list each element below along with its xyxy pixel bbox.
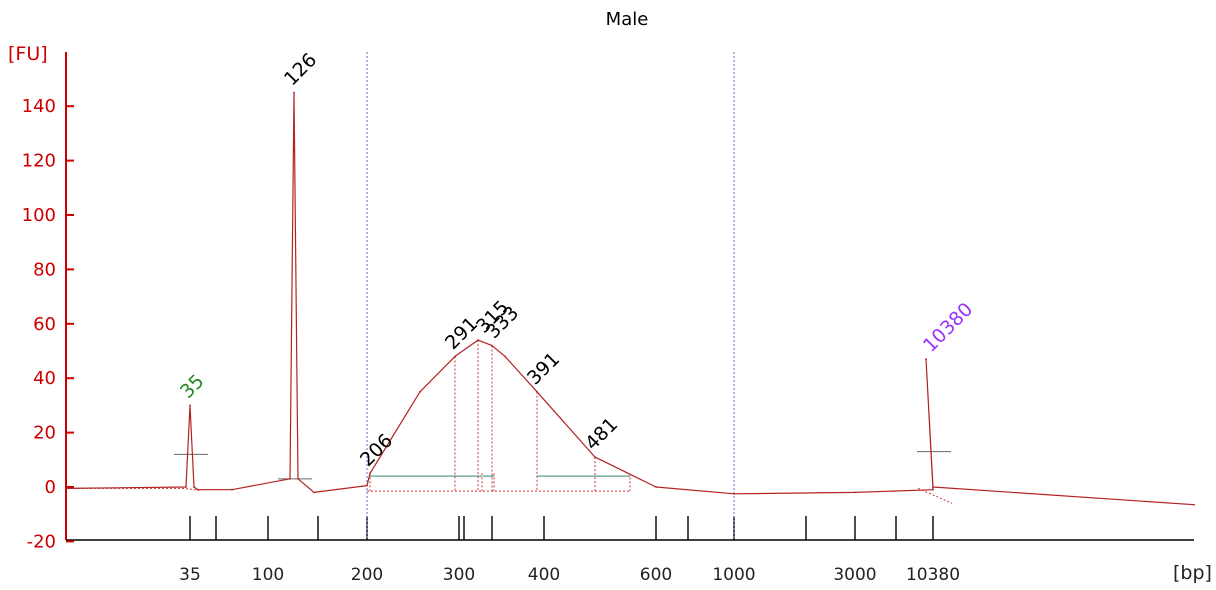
trace-point [733,492,735,495]
trace-point [655,486,657,488]
trace-point [185,486,187,488]
trace-point [313,491,315,494]
trace-point [289,477,291,480]
x-tick-label: 200 [351,565,383,585]
trace-line [65,92,1195,506]
trace-point [231,488,233,491]
x-tick-label: 400 [528,565,560,585]
y-tick-label: 40 [33,368,56,389]
trace-point [369,472,371,475]
trace-point [932,486,934,488]
trace-point [504,355,506,358]
peak-label: 10380 [919,298,977,356]
trace-point [491,344,493,347]
y-tick-label: -20 [27,531,56,552]
peak-label: 206 [356,430,397,471]
y-tick-label: 140 [22,96,56,117]
x-tick-label: 10380 [906,565,960,585]
baseline-dotted [66,487,203,491]
trace-point [932,488,934,491]
x-axis-label: [bp] [1173,562,1212,584]
x-tick-label: 1000 [712,565,755,585]
x-tick-label: 100 [252,565,284,585]
y-tick-label: 20 [33,423,56,444]
y-tick-label: 80 [33,259,56,280]
trace-point [925,358,927,361]
chart-title: Male [606,9,649,30]
trace-point [197,488,199,491]
x-tick-label: 35 [179,565,201,585]
trace-point [854,491,856,494]
trace-point [366,484,368,487]
trace-point [65,487,67,490]
x-tick-label: 3000 [833,565,876,585]
axes: -20 0 20 40 60 80 100 120 140 35 100 200 300 400 600 10… [22,52,1194,585]
trace-point [193,486,195,488]
peak-label: 35 [176,370,209,403]
trace-point [189,404,191,407]
trace-point [293,91,295,94]
y-axis-label: [FU] [8,43,48,65]
region-markers [66,340,953,504]
trace-point [477,339,479,341]
trace-point [297,477,299,480]
trace-point [536,390,538,393]
trace-point [454,355,456,358]
y-tick-label: 100 [22,205,56,226]
x-tick-label: 300 [443,565,475,585]
y-tick-label: 0 [45,477,56,498]
peak-label: 126 [280,49,321,90]
x-tick-label: 600 [640,565,672,585]
y-tick-label: 120 [22,151,56,172]
trace-point [419,390,421,393]
trace-layer [65,91,1195,506]
trace-point [594,456,596,458]
trace-point [1193,503,1195,506]
y-tick-label: 60 [33,314,56,335]
